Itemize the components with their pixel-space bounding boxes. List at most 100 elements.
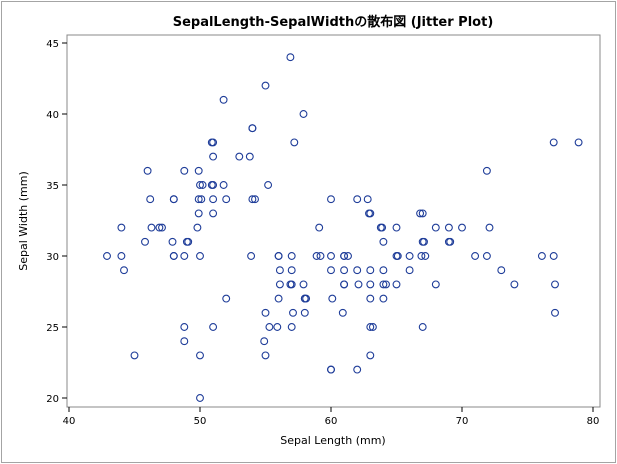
data-point: [549, 252, 558, 260]
data-point: [169, 252, 178, 260]
data-point: [392, 223, 401, 232]
data-point: [471, 252, 480, 260]
data-point: [245, 152, 254, 161]
data-point: [209, 195, 218, 204]
data-point: [261, 81, 270, 90]
data-point: [315, 223, 324, 232]
data-point: [366, 351, 375, 360]
x-tick-label: 40: [63, 416, 76, 427]
data-point: [485, 223, 494, 232]
data-point: [289, 308, 297, 317]
data-point: [420, 237, 428, 246]
data-point: [209, 152, 218, 161]
data-point: [117, 223, 126, 232]
data-point: [365, 209, 373, 218]
data-point: [275, 266, 284, 275]
data-point: [368, 323, 377, 331]
y-axis: 20 25 30 35 40 45: [46, 39, 67, 405]
data-point: [141, 237, 149, 246]
data-point: [194, 195, 203, 204]
data-point: [184, 237, 193, 246]
data-point: [130, 351, 139, 360]
data-point: [287, 252, 296, 260]
data-point: [354, 280, 363, 289]
data-point: [197, 195, 206, 204]
data-point: [287, 323, 296, 331]
data-point: [300, 308, 309, 317]
data-point: [146, 195, 155, 204]
data-point: [247, 252, 256, 260]
data-point: [222, 195, 231, 204]
data-point: [340, 280, 349, 289]
data-point: [446, 237, 455, 246]
data-point: [209, 138, 218, 147]
data-point: [209, 323, 218, 331]
data-point: [416, 209, 425, 218]
data-point: [344, 252, 352, 260]
data-point: [482, 166, 491, 175]
data-point: [379, 237, 388, 246]
data-point: [421, 252, 430, 260]
data-point: [219, 181, 228, 189]
data-point: [418, 323, 427, 331]
data-point: [194, 166, 203, 175]
data-point: [274, 252, 283, 260]
data-point: [537, 252, 546, 260]
data-point: [265, 323, 274, 331]
data-point: [327, 365, 335, 374]
data-point: [393, 252, 402, 260]
data-point: [458, 223, 466, 232]
x-tick-label: 70: [456, 416, 469, 427]
data-point: [378, 223, 387, 232]
y-tick-label: 40: [46, 110, 59, 121]
data-point: [353, 266, 362, 275]
y-tick-label: 35: [46, 181, 59, 192]
data-point: [194, 209, 203, 218]
data-point: [328, 294, 337, 303]
data-point: [312, 252, 321, 260]
data-point: [169, 195, 178, 204]
data-point: [117, 252, 126, 260]
data-point: [444, 223, 453, 232]
data-point: [431, 223, 440, 232]
y-tick-label: 45: [46, 39, 59, 50]
data-point: [196, 351, 204, 360]
data-point: [366, 323, 375, 331]
data-point: [196, 394, 204, 402]
data-point: [287, 266, 296, 275]
data-point: [327, 195, 335, 204]
y-tick-label: 20: [46, 394, 59, 405]
data-point: [251, 195, 259, 204]
data-point: [290, 138, 299, 147]
data-point: [219, 95, 228, 104]
data-point: [353, 365, 362, 374]
data-point: [158, 223, 166, 232]
data-point: [180, 166, 189, 175]
data-point: [147, 223, 156, 232]
data-point: [155, 223, 164, 232]
data-point: [405, 252, 414, 260]
data-point: [510, 280, 519, 289]
data-point: [418, 209, 427, 218]
data-point: [168, 237, 177, 246]
data-point: [286, 53, 295, 62]
chart-title: SepalLength-SepalWidthの散布図 (Jitter Plot): [173, 14, 494, 30]
data-point: [120, 266, 128, 275]
x-axis: 40 50 60 70 80: [63, 407, 599, 427]
data-point: [405, 266, 414, 275]
data-point: [392, 280, 401, 289]
data-point: [379, 294, 388, 303]
data-point: [198, 181, 207, 189]
data-point: [340, 252, 349, 260]
data-point: [497, 266, 506, 275]
y-tick-label: 30: [46, 252, 59, 263]
data-point: [379, 266, 388, 275]
data-point: [103, 252, 111, 260]
data-point: [261, 308, 270, 317]
data-point: [209, 181, 218, 189]
data-point: [574, 138, 583, 147]
data-point: [551, 280, 559, 289]
data-point: [180, 323, 189, 331]
data-point: [379, 280, 388, 289]
